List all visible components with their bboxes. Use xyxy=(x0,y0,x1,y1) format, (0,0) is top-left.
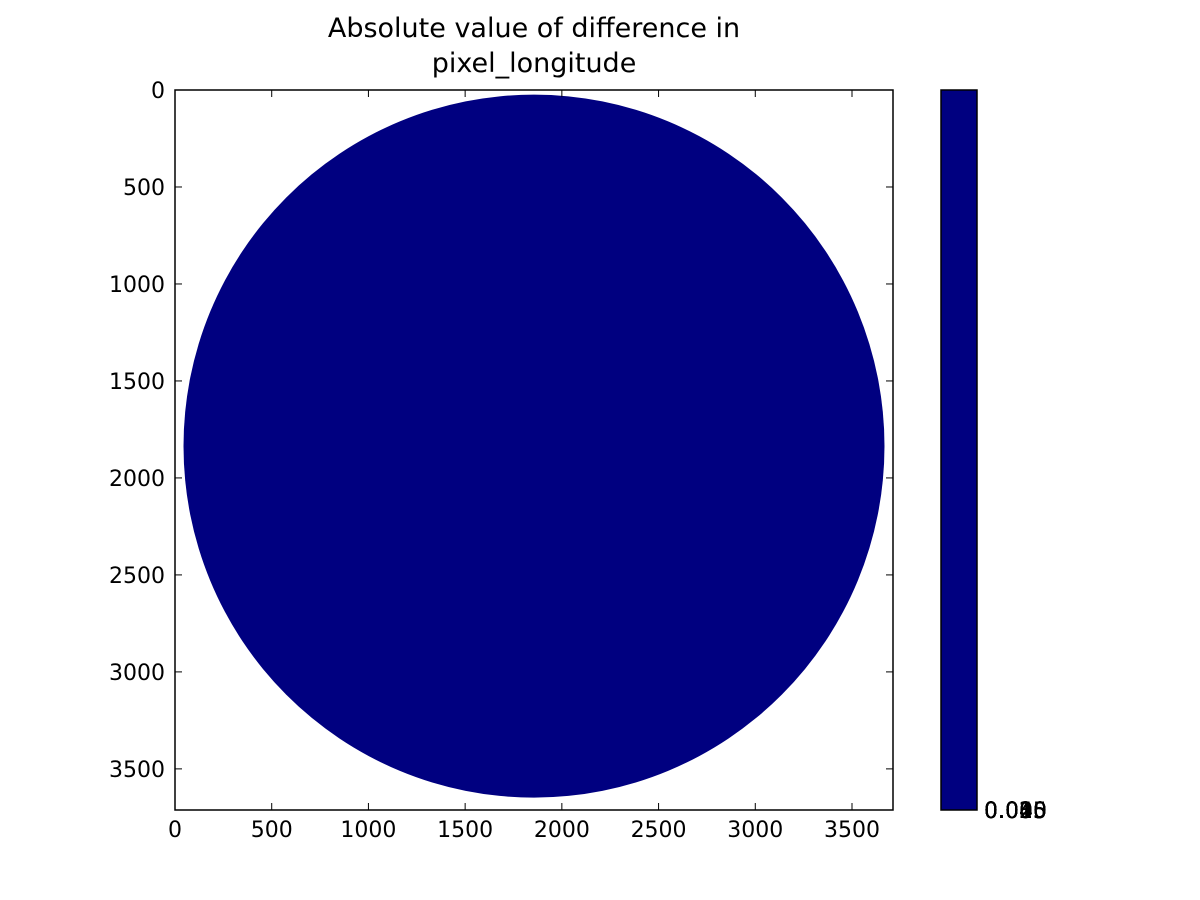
chart-title: Absolute value of difference in pixel_lo… xyxy=(328,13,740,79)
y-tick-label: 3500 xyxy=(109,758,165,783)
x-tick-label: 500 xyxy=(251,818,293,843)
chart-title-line-2: pixel_longitude xyxy=(432,48,637,79)
colorbar-tick-label: 0.030 xyxy=(984,799,1047,824)
colorbar-tick-label: 0.020 xyxy=(984,799,1047,824)
colorbar-tick-label: 0.010 xyxy=(984,799,1047,824)
y-tick-label: 2500 xyxy=(109,564,165,589)
x-tick-label: 2500 xyxy=(631,818,687,843)
y-tick-label: 500 xyxy=(123,176,165,201)
plot-area: 0 500 1000 1500 2000 2500 3000 3500 0 500 1000 1500… xyxy=(109,79,894,843)
colorbar-tick-label: 0.045 xyxy=(984,799,1047,824)
x-tick-label: 3500 xyxy=(824,818,880,843)
colorbar-tick-label: 0.015 xyxy=(984,799,1047,824)
x-tick-label: 0 xyxy=(168,818,182,843)
colorbar-tick-label: 0.000 xyxy=(984,799,1047,824)
colorbar-tick-label: 0.005 xyxy=(984,799,1047,824)
y-tick-label: 1000 xyxy=(109,273,165,298)
colorbar-tick-label: 0.025 xyxy=(984,799,1047,824)
colorbar-tick-label: 0.040 xyxy=(984,799,1047,824)
x-tick-label: 1500 xyxy=(437,818,493,843)
x-tick-label: 3000 xyxy=(727,818,783,843)
colorbar-fill xyxy=(940,89,978,811)
colorbar: 0.0000.0050.0100.0150.0200.0250.0300.035… xyxy=(940,89,1047,824)
y-tick-label: 1500 xyxy=(109,370,165,395)
y-tick-label: 2000 xyxy=(109,467,165,492)
x-tick-label: 1000 xyxy=(340,818,396,843)
chart-title-line-1: Absolute value of difference in xyxy=(328,13,740,44)
data-disk xyxy=(183,94,885,798)
y-tick-label: 3000 xyxy=(109,661,165,686)
y-tick-label: 0 xyxy=(151,79,165,104)
x-tick-label: 2000 xyxy=(534,818,590,843)
axes-frame xyxy=(174,89,894,811)
colorbar-tick-label: 0.035 xyxy=(984,799,1047,824)
